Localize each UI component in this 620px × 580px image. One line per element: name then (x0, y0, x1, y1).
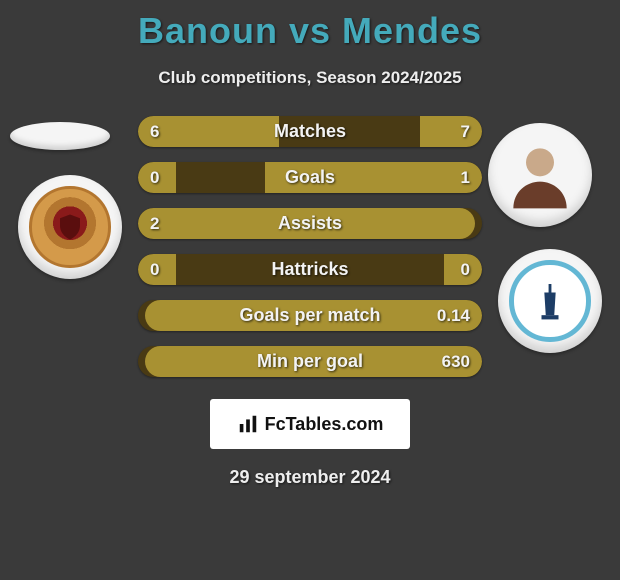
stat-value-left: 0 (150, 254, 159, 285)
stat-value-left: 6 (150, 116, 159, 147)
comparison-subtitle: Club competitions, Season 2024/2025 (0, 68, 620, 88)
club-left-badge-inner (29, 186, 110, 267)
comparison-title: Banoun vs Mendes (0, 0, 620, 52)
stat-label: Matches (138, 116, 482, 147)
stat-label: Min per goal (138, 346, 482, 377)
person-icon (500, 135, 580, 215)
stat-label: Assists (138, 208, 482, 239)
stat-value-right: 1 (461, 162, 470, 193)
stats-container: Matches67Goals01Assists2Hattricks00Goals… (138, 116, 482, 377)
stat-value-right: 630 (442, 346, 470, 377)
stat-row: Assists2 (138, 208, 482, 239)
stat-row: Goals0 1 (138, 162, 482, 193)
stat-value-right: 7 (461, 116, 470, 147)
stat-label: Goals (138, 162, 482, 193)
stat-value-right: 0.14 (437, 300, 470, 331)
logo-text: FcTables.com (265, 414, 384, 435)
club-right-badge (498, 249, 602, 353)
stat-label: Goals per match (138, 300, 482, 331)
stat-value-left: 2 (150, 208, 159, 239)
stat-value-right: 0 (461, 254, 470, 285)
player-right-photo (488, 123, 592, 227)
stat-row: Goals per match0.14 (138, 300, 482, 331)
stat-value-left: 0 (150, 162, 159, 193)
player-left-photo (10, 122, 110, 150)
club-left-badge (18, 175, 122, 279)
stat-row: Hattricks0 0 (138, 254, 482, 285)
club-right-badge-inner (509, 260, 590, 341)
shield-icon (55, 212, 85, 242)
stat-label: Hattricks (138, 254, 482, 285)
stat-row: Min per goal630 (138, 346, 482, 377)
comparison-date: 29 september 2024 (0, 467, 620, 488)
tower-icon (533, 281, 567, 321)
chart-icon (237, 413, 259, 435)
fctables-logo: FcTables.com (210, 399, 410, 449)
stat-row: Matches6 7 (138, 116, 482, 147)
